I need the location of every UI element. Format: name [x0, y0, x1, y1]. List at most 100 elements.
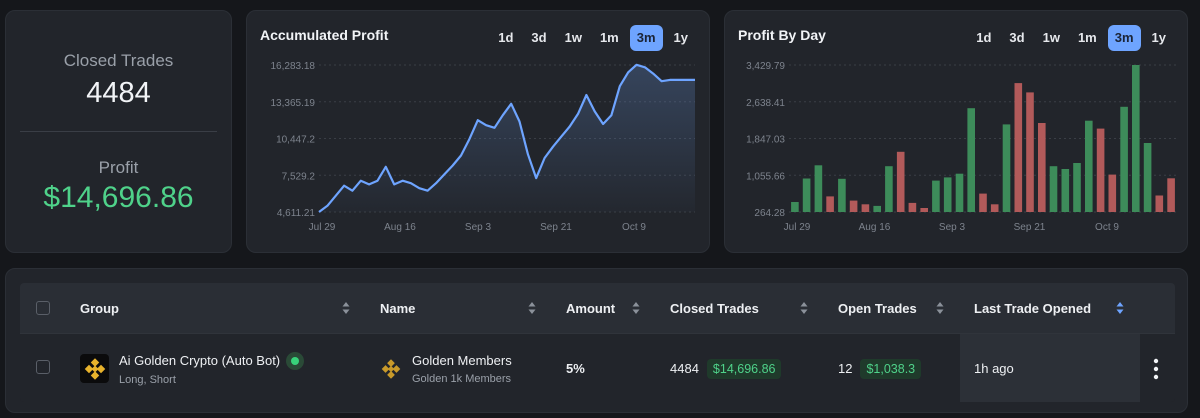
bar[interactable] — [1038, 123, 1046, 212]
divider — [20, 131, 217, 132]
bar[interactable] — [1085, 120, 1093, 212]
last-trade-cell: 1h ago — [974, 361, 1014, 376]
amount-cell: 5% — [566, 361, 585, 376]
sort-icon[interactable] — [936, 300, 944, 316]
x-tick-label: Sep 21 — [1014, 222, 1046, 233]
open-profit-badge: $1,038.3 — [860, 358, 922, 379]
range-tab-1m[interactable]: 1m — [599, 30, 619, 45]
bar[interactable] — [802, 178, 811, 213]
bar[interactable] — [1014, 83, 1023, 212]
bar[interactable] — [791, 202, 799, 212]
x-tick-label: Jul 29 — [309, 222, 336, 233]
profit-label: Profit — [98, 158, 139, 177]
bar[interactable] — [861, 204, 870, 212]
bar[interactable] — [1096, 128, 1105, 212]
table-row[interactable]: Ai Golden Crypto (Auto Bot) Long, Short — [20, 333, 1175, 402]
range-tab-3d[interactable]: 3d — [1009, 30, 1025, 45]
x-tick-label: Aug 16 — [384, 222, 416, 233]
accumulated-profit-chart: 16,283.18 13,365.19 10,447.2 7,529.2 4,611.2… — [271, 61, 695, 233]
header-open-trades[interactable]: Open Trades — [838, 300, 917, 316]
header-group[interactable]: Group — [80, 300, 119, 316]
header-amount[interactable]: Amount — [566, 300, 616, 316]
group-cell[interactable]: Ai Golden Crypto (Auto Bot) Long, Short — [80, 334, 305, 402]
row-checkbox[interactable] — [36, 360, 50, 374]
range-tab-1y[interactable]: 1y — [1151, 30, 1166, 45]
range-tabs: 1d 3d 1w 1m 3m 1y — [969, 25, 1173, 51]
header-name[interactable]: Name — [380, 300, 416, 316]
bar[interactable] — [896, 151, 905, 212]
y-tick-label: 13,365.19 — [271, 98, 316, 109]
bar[interactable] — [1155, 195, 1164, 213]
kebab-menu-icon — [1153, 358, 1159, 379]
range-tab-1d[interactable]: 1d — [498, 30, 514, 45]
x-tick-label: Sep 21 — [540, 222, 572, 233]
sort-icon[interactable] — [342, 300, 350, 316]
area-fill — [319, 64, 695, 212]
y-tick-label: 1,847.03 — [746, 135, 785, 146]
sort-icon[interactable] — [528, 300, 536, 316]
bar[interactable] — [1167, 178, 1175, 212]
bar[interactable] — [1073, 163, 1081, 212]
name-title: Golden Members — [412, 352, 512, 368]
closed-trades-count: 4484 — [670, 361, 699, 376]
bar[interactable] — [967, 108, 975, 212]
bar[interactable] — [1143, 143, 1152, 212]
bar[interactable] — [1120, 106, 1128, 212]
bar[interactable] — [979, 193, 987, 212]
bar[interactable] — [838, 178, 846, 212]
bar[interactable] — [1132, 65, 1140, 212]
y-tick-label: 3,429.79 — [746, 61, 785, 72]
open-trades-count: 12 — [838, 361, 853, 376]
range-tab-1m[interactable]: 1m — [1077, 30, 1097, 45]
x-tick-label: Jul 29 — [784, 222, 811, 233]
accumulated-profit-card: Accumulated Profit 1d 3d 1w 1m 3m 1y 16,… — [246, 10, 710, 253]
bar[interactable] — [849, 200, 858, 212]
status-online-icon — [286, 351, 305, 370]
range-tab-3d[interactable]: 3d — [531, 30, 547, 45]
select-all-checkbox[interactable] — [36, 301, 50, 315]
bar[interactable] — [826, 196, 834, 212]
range-tab-1y[interactable]: 1y — [673, 30, 688, 45]
header-closed-trades[interactable]: Closed Trades — [670, 300, 759, 316]
binance-logo-icon — [380, 358, 402, 380]
closed-trades-label: Closed Trades — [63, 51, 174, 70]
y-tick-label: 4,611.21 — [277, 208, 316, 219]
profit-by-day-chart: 3,429.79 2,638.41 1,847.03 1,055.66 264.28 Ju… — [746, 61, 1177, 233]
bar[interactable] — [920, 208, 928, 212]
bar[interactable] — [873, 205, 881, 212]
range-tab-3m[interactable]: 3m — [629, 25, 663, 51]
sort-icon[interactable] — [800, 300, 808, 316]
range-tab-1d[interactable]: 1d — [976, 30, 992, 45]
bar[interactable] — [814, 165, 823, 212]
y-tick-label: 2,638.41 — [746, 98, 785, 109]
bar[interactable] — [885, 166, 893, 212]
profit-by-day-card: Profit By Day 1d 3d 1w 1m 3m 1y 3,429.79… — [724, 10, 1188, 253]
chart-title: Profit By Day — [738, 27, 826, 43]
range-tab-3m[interactable]: 3m — [1107, 25, 1141, 51]
bar[interactable] — [1002, 124, 1011, 212]
bar[interactable] — [990, 204, 999, 212]
bar[interactable] — [955, 173, 964, 212]
range-tab-1w[interactable]: 1w — [564, 30, 582, 45]
bar[interactable] — [908, 202, 917, 212]
chart-title: Accumulated Profit — [260, 27, 389, 43]
trades-table-card: Group Name Amount Closed Trades Open Tra… — [5, 268, 1188, 413]
name-cell[interactable]: Golden Members Golden 1k Members — [380, 334, 512, 402]
y-tick-label: 7,529.2 — [282, 171, 316, 182]
header-last-trade-opened[interactable]: Last Trade Opened — [974, 300, 1092, 316]
bar[interactable] — [1108, 174, 1117, 212]
bar[interactable] — [1026, 92, 1034, 212]
bar[interactable] — [1061, 169, 1070, 212]
sort-icon[interactable] — [632, 300, 640, 316]
more-options-button[interactable] — [1146, 334, 1166, 402]
sort-icon[interactable] — [1116, 300, 1124, 316]
bar[interactable] — [943, 177, 952, 212]
open-trades-cell: 12 $1,038.3 — [838, 334, 922, 402]
bar[interactable] — [932, 180, 940, 212]
x-tick-label: Aug 16 — [859, 222, 891, 233]
y-tick-label: 264.28 — [754, 208, 785, 219]
range-tab-1w[interactable]: 1w — [1042, 30, 1060, 45]
bar[interactable] — [1049, 166, 1058, 212]
closed-trades-value: 4484 — [86, 77, 151, 109]
y-tick-label: 16,283.18 — [271, 61, 316, 72]
